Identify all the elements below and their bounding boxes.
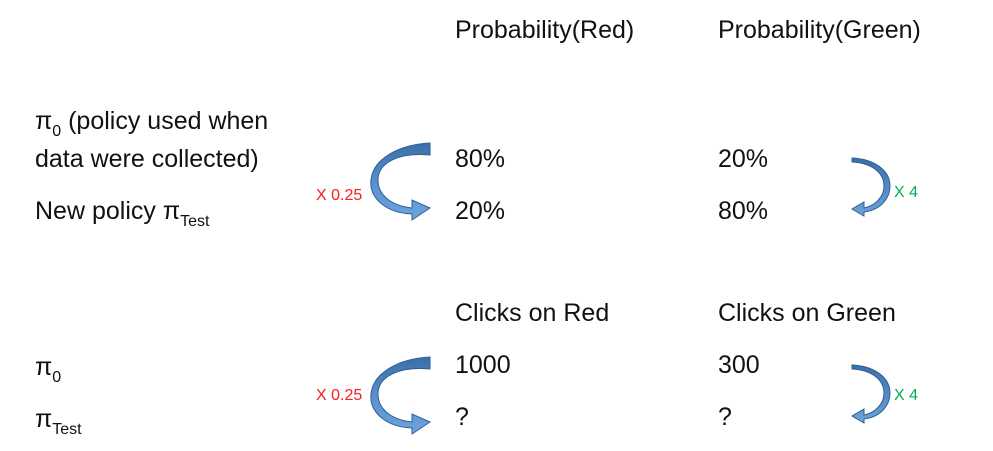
value-prob-red-test: 20% — [455, 197, 506, 225]
row-label-new-policy: New policy πTest — [35, 197, 210, 230]
curved-arrow-icon — [851, 157, 891, 217]
value-prob-green-pi0: 20% — [718, 145, 769, 173]
value-prob-red-pi0: 80% — [455, 145, 506, 173]
factor-red-bottom: X 0.25 — [316, 387, 363, 404]
factor-green-top: X 4 — [894, 184, 919, 201]
row-label-pi0-policy: π0 (policy used when — [35, 107, 269, 140]
curved-arrow-icon — [370, 356, 432, 435]
row-label-pi0: π0 — [35, 353, 62, 386]
header-clicks-red: Clicks on Red — [455, 299, 610, 327]
row-label-pi0-policy-cont: data were collected) — [35, 145, 259, 173]
value-clicks-red-test: ? — [455, 403, 469, 431]
row-label-pitest: πTest — [35, 405, 82, 438]
value-clicks-red-pi0: 1000 — [455, 351, 511, 379]
factor-red-top: X 0.25 — [316, 187, 363, 204]
value-prob-green-test: 80% — [718, 197, 769, 225]
value-clicks-green-pi0: 300 — [718, 351, 760, 379]
header-probability-red: Probability(Red) — [455, 16, 635, 44]
factor-green-bottom: X 4 — [894, 387, 919, 404]
value-clicks-green-test: ? — [718, 403, 732, 431]
header-clicks-green: Clicks on Green — [718, 299, 896, 327]
header-probability-green: Probability(Green) — [718, 16, 921, 44]
curved-arrow-icon — [370, 142, 432, 221]
curved-arrow-icon — [851, 364, 891, 424]
